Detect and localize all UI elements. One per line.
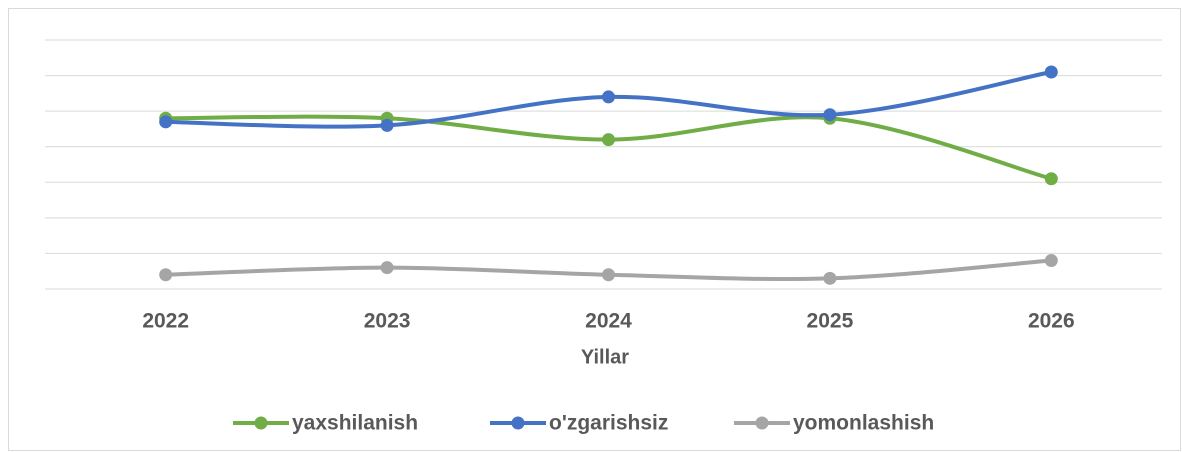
point [602, 133, 615, 147]
legend-marker [511, 416, 525, 430]
point [823, 271, 837, 285]
x-tick-label: 2023 [364, 310, 411, 333]
x-tick-label: 2026 [1028, 310, 1075, 333]
point [602, 268, 615, 282]
point [380, 261, 394, 275]
x-axis-label: Yillar [581, 346, 629, 368]
legend-marker [755, 416, 769, 430]
point [602, 90, 615, 104]
chart-border [8, 8, 1181, 451]
x-tick-label: 2025 [807, 310, 854, 333]
point [159, 115, 173, 129]
point [823, 108, 837, 122]
point [1044, 65, 1058, 79]
legend-label: o'zgarishsiz [549, 412, 668, 435]
point [380, 118, 394, 132]
x-tick-label: 2024 [585, 310, 632, 333]
point [1044, 254, 1058, 268]
legend-label: yaxshilanish [292, 412, 418, 435]
legend-label: yomonlashish [793, 412, 934, 435]
legend-marker [254, 416, 268, 430]
x-tick-label: 2022 [142, 310, 189, 333]
point [1044, 172, 1058, 186]
point [159, 268, 173, 282]
